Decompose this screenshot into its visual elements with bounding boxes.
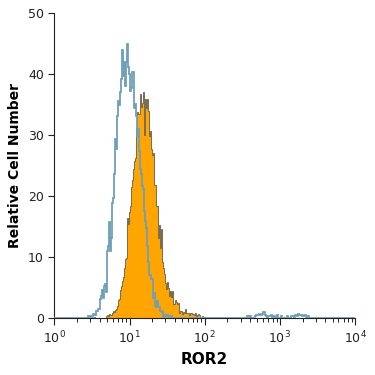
Y-axis label: Relative Cell Number: Relative Cell Number bbox=[8, 83, 22, 248]
X-axis label: ROR2: ROR2 bbox=[181, 352, 228, 367]
